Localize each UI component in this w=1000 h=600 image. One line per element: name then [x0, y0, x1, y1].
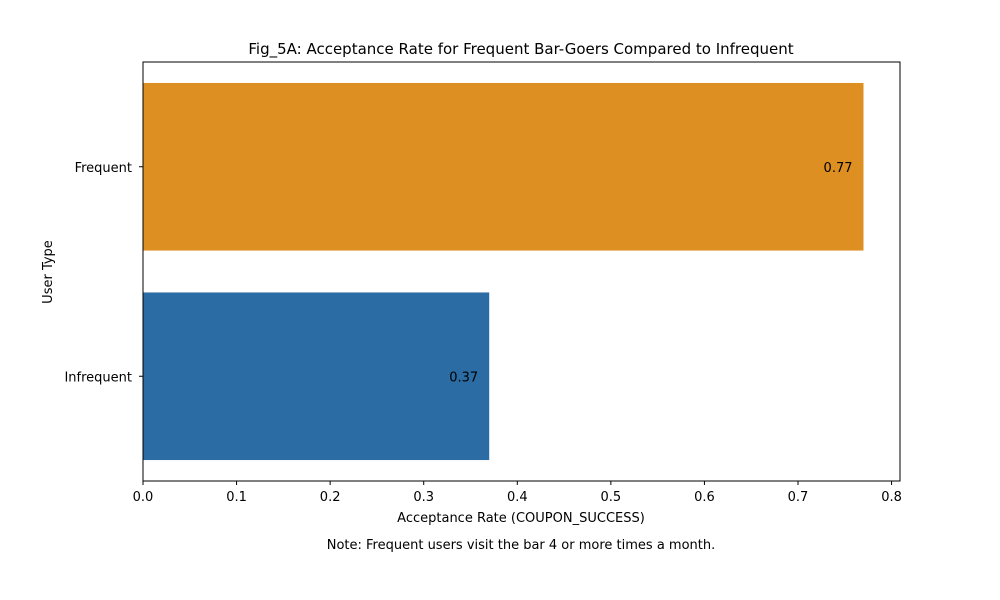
value-label-infrequent: 0.37	[449, 370, 478, 385]
plot-frame	[142, 61, 901, 482]
x-tick-label-7: 0.7	[788, 490, 809, 505]
x-tick-label-8: 0.8	[881, 490, 902, 505]
x-tick-label-6: 0.6	[694, 490, 715, 505]
bar-group: 0.77 0.37	[143, 82, 864, 461]
y-tick-label-frequent: Frequent	[75, 161, 132, 176]
value-label-frequent: 0.77	[824, 161, 853, 176]
y-tick-label-infrequent: Infrequent	[64, 370, 132, 385]
x-tick-label-1: 0.1	[226, 490, 247, 505]
x-axis-ticks: 0.0 0.1 0.2 0.3 0.4 0.5 0.6 0.7 0.8	[133, 481, 902, 505]
x-tick-label-4: 0.4	[507, 490, 528, 505]
y-tick-labels: Frequent Infrequent	[64, 161, 143, 385]
x-tick-label-5: 0.5	[601, 490, 622, 505]
chart-title: Fig_5A: Acceptance Rate for Frequent Bar…	[248, 40, 793, 59]
bar-infrequent	[143, 292, 490, 461]
chart-note: Note: Frequent users visit the bar 4 or …	[327, 538, 716, 553]
y-axis-label: User Type	[41, 240, 56, 304]
bar-frequent	[143, 82, 864, 251]
x-tick-label-3: 0.3	[413, 490, 434, 505]
x-tick-label-2: 0.2	[320, 490, 341, 505]
x-tick-label-0: 0.0	[133, 490, 154, 505]
x-axis-label: Acceptance Rate (COUPON_SUCCESS)	[397, 511, 645, 526]
